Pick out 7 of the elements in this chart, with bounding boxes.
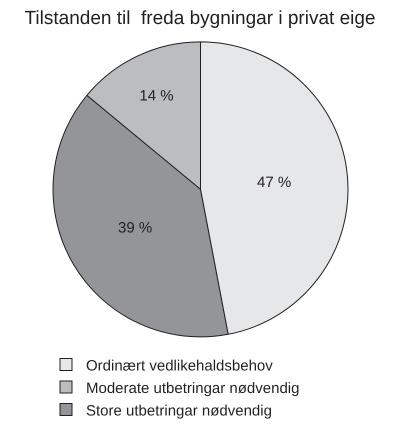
chart-title: Tilstanden til freda bygningar i privat eige — [24, 8, 376, 29]
legend-label: Ordinært vedlikehaldsbehov — [86, 357, 274, 374]
data-label: 47 % — [256, 174, 292, 191]
legend-label: Store utbetringar nødvendig — [86, 402, 272, 420]
legend-label: Moderate utbetringar nødvendig — [86, 380, 300, 397]
data-label: 39 % — [118, 220, 152, 237]
data-label: 14 % — [139, 87, 174, 104]
